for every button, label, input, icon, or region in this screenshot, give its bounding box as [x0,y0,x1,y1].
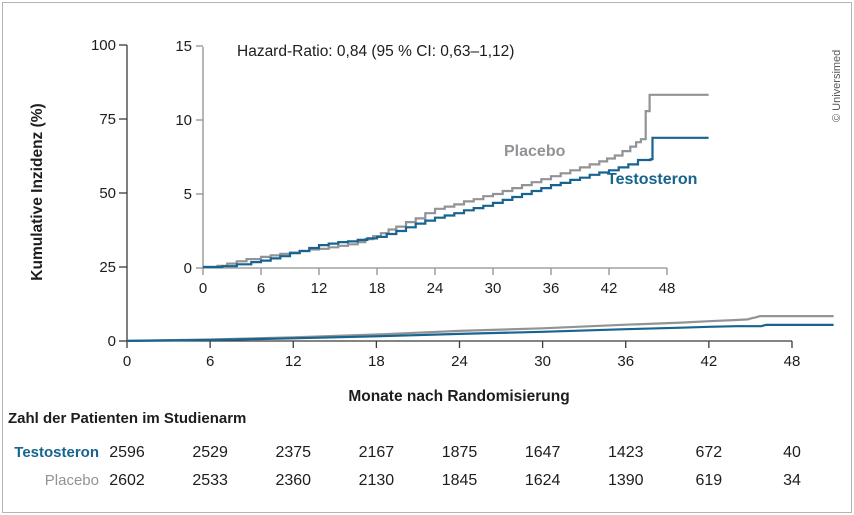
inset-x-tick-label: 24 [427,280,444,297]
risk-table-value: 1845 [441,472,478,489]
inset-y-tick-label: 15 [175,38,192,55]
risk-table-value: 40 [783,444,801,461]
main-y-tick-label: 25 [99,259,116,276]
risk-table-value: 619 [695,472,723,489]
risk-table-row-testosteron: Testosteron 2596 2529 2375 2167 1875 1647 1423… [0,444,854,464]
inset-x-tick-label: 30 [485,280,502,297]
inset-y-tick-label: 0 [184,260,192,277]
inset-curve-testosteron [203,136,709,269]
inset-x-tick-label: 12 [311,280,328,297]
x-axis-title: Monate nach Randomisierung [348,388,570,405]
risk-table-value: 2375 [275,444,312,461]
risk-table-value: 1875 [441,444,478,461]
placebo-curve-label: Placebo [504,143,566,160]
main-y-tick-label: 50 [99,185,116,202]
risk-table-value: 1390 [607,472,644,489]
risk-table-label-testosteron: Testosteron [14,444,99,461]
risk-table-value: 1423 [607,444,644,461]
risk-table-value: 2529 [192,444,228,461]
risk-table-value: 2596 [109,444,145,461]
y-axis-title: Kumulative Inzidenz (%) [29,103,46,281]
copyright-credit: © Universimed [831,49,843,122]
inset-y-tick-label: 5 [184,186,192,203]
main-x-tick-label: 0 [123,353,131,370]
risk-table-value: 2167 [358,444,395,461]
main-axes [126,45,792,342]
main-x-tick-label: 18 [368,353,385,370]
inset-x-tick-label: 18 [369,280,386,297]
inset-axes [202,47,667,269]
risk-table-value: 34 [783,472,801,489]
inset-x-tick-label: 6 [257,280,265,297]
hazard-ratio-annotation: Hazard-Ratio: 0,84 (95 % CI: 0,63–1,12) [237,43,515,60]
main-x-tick-label: 30 [534,353,551,370]
risk-table-value: 2360 [275,472,312,489]
inset-x-tick-label: 36 [543,280,560,297]
main-curve-testosteron [126,323,834,342]
risk-table-value: 1624 [524,472,561,489]
risk-table-title: Zahl der Patienten im Studienarm [8,410,247,427]
main-x-tick-label: 42 [701,353,718,370]
risk-table-value: 1647 [524,444,561,461]
risk-table-value: 2130 [358,472,395,489]
main-x-tick-label: 24 [451,353,468,370]
inset-x-tick-label: 0 [199,280,207,297]
risk-table-value: 672 [695,444,723,461]
inset-x-tick-label: 42 [601,280,618,297]
inset-y-tick-label: 10 [175,112,192,129]
risk-table-row-placebo: Placebo 2602 2533 2360 2130 1845 1624 1390 619 3… [0,472,854,492]
inset-x-tick-label: 48 [659,280,676,297]
main-x-tick-label: 6 [206,353,214,370]
main-x-tick-label: 12 [285,353,302,370]
main-y-tick-label: 75 [99,111,116,128]
main-x-tick-label: 36 [617,353,634,370]
main-y-tick-label: 100 [91,37,116,54]
main-curve-placebo [126,315,834,342]
main-y-tick-label: 0 [108,333,116,350]
risk-table-value: 2602 [109,472,145,489]
main-x-tick-label: 48 [784,353,801,370]
risk-table-label-placebo: Placebo [44,472,99,489]
testosteron-curve-label: Testosteron [607,171,698,188]
risk-table-value: 2533 [192,472,228,489]
